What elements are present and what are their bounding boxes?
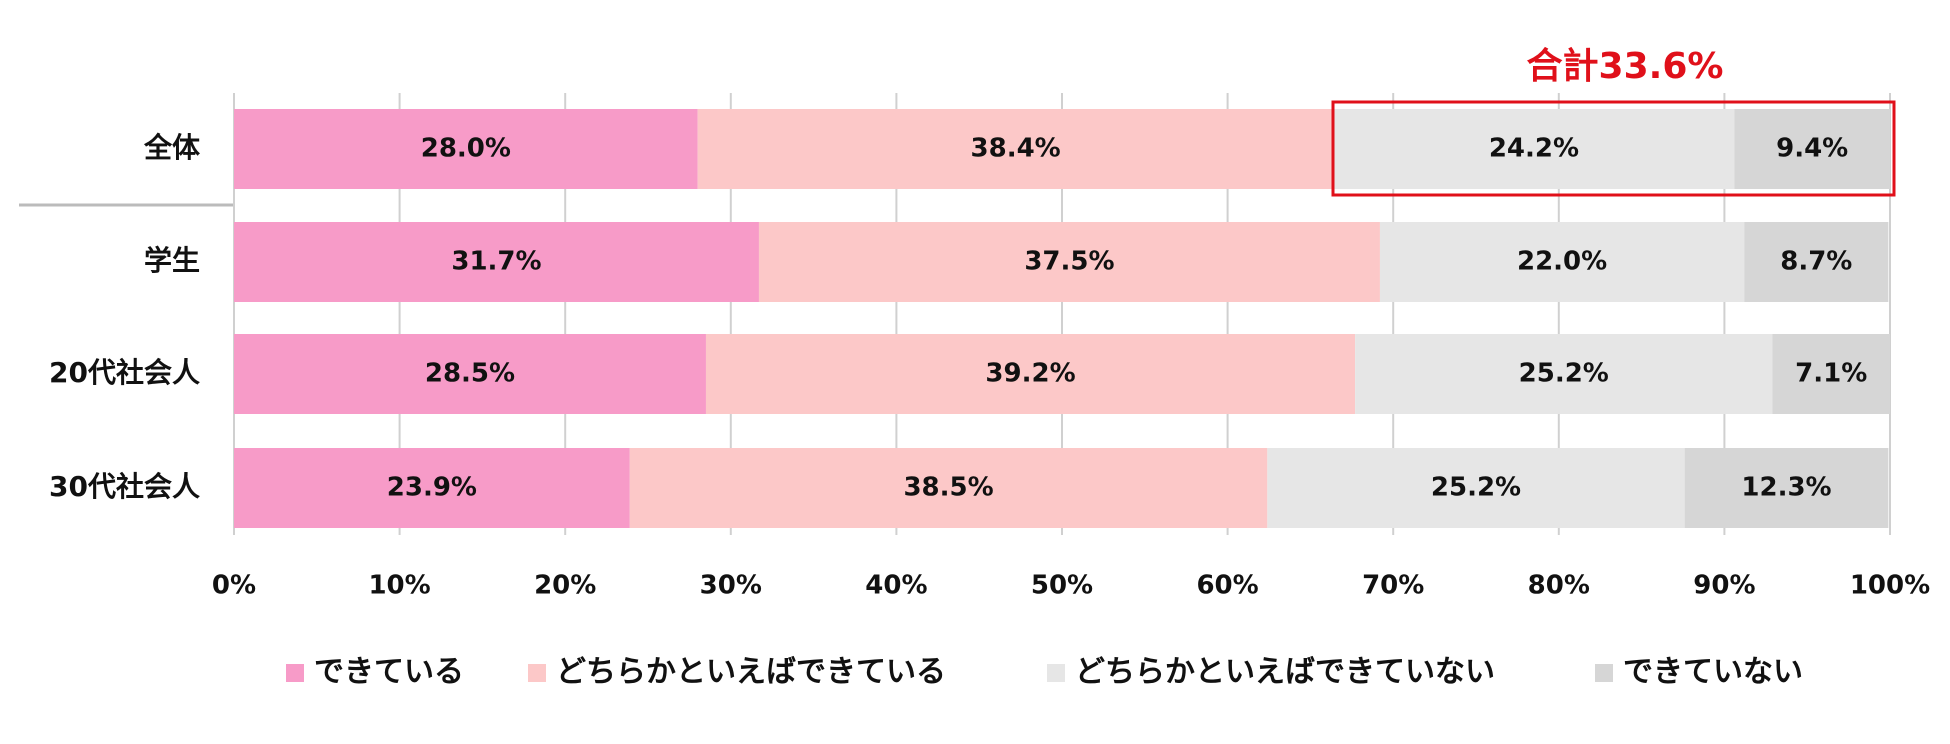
x-tick-label: 10% [368, 571, 430, 601]
x-tick-label: 0% [212, 571, 256, 601]
x-tick-label: 30% [700, 571, 762, 601]
value-label: 12.3% [1741, 473, 1831, 503]
value-label: 23.9% [387, 473, 477, 503]
legend-swatch [286, 664, 304, 682]
value-label: 31.7% [451, 247, 541, 277]
bar [1772, 334, 1890, 414]
value-label: 38.5% [903, 473, 993, 503]
bar [1744, 222, 1889, 302]
x-tick-label: 20% [534, 571, 596, 601]
bar [234, 109, 698, 189]
bar [234, 448, 630, 528]
annotation: 合計33.6% [1527, 46, 1724, 87]
legend-swatch [1595, 664, 1613, 682]
bar [629, 448, 1268, 528]
x-tick-label: 80% [1528, 571, 1590, 601]
legend-label: できている [314, 655, 464, 690]
value-label: 22.0% [1517, 247, 1607, 277]
highlight-box [1331, 100, 1896, 197]
bar [234, 334, 706, 414]
value-label: 25.2% [1519, 359, 1609, 389]
bar [1379, 222, 1745, 302]
value-label: 38.4% [971, 134, 1061, 164]
value-label: 9.4% [1776, 134, 1848, 164]
bar [1684, 448, 1889, 528]
x-tick-label: 100% [1850, 571, 1930, 601]
y-tick-label: 20代社会人 [49, 356, 200, 389]
x-tick-label: 50% [1031, 571, 1093, 601]
bar [697, 109, 1334, 189]
bar [1355, 334, 1773, 414]
bar [705, 334, 1356, 414]
x-tick-label: 70% [1362, 571, 1424, 601]
legend-swatch [528, 664, 546, 682]
value-label: 39.2% [985, 359, 1075, 389]
value-label: 8.7% [1780, 247, 1852, 277]
bar [1333, 109, 1735, 189]
y-tick-label: 全体 [143, 131, 201, 164]
y-tick-label: 学生 [144, 244, 200, 277]
bar [234, 222, 759, 302]
value-label: 24.2% [1489, 134, 1579, 164]
x-tick-label: 90% [1693, 571, 1755, 601]
x-tick-label: 60% [1196, 571, 1258, 601]
legend-swatch [1047, 664, 1065, 682]
legend-label: どちらかといえばできている [556, 655, 946, 690]
bar [758, 222, 1380, 302]
bar [1267, 448, 1685, 528]
y-tick-label: 30代社会人 [49, 470, 200, 503]
value-label: 25.2% [1431, 473, 1521, 503]
value-label: 28.5% [425, 359, 515, 389]
legend-label: できていない [1623, 655, 1803, 690]
bar [1734, 109, 1890, 189]
value-label: 7.1% [1795, 359, 1867, 389]
legend-label: どちらかといえばできていない [1075, 655, 1495, 690]
value-label: 37.5% [1024, 247, 1114, 277]
value-label: 28.0% [421, 134, 511, 164]
x-tick-label: 40% [865, 571, 927, 601]
